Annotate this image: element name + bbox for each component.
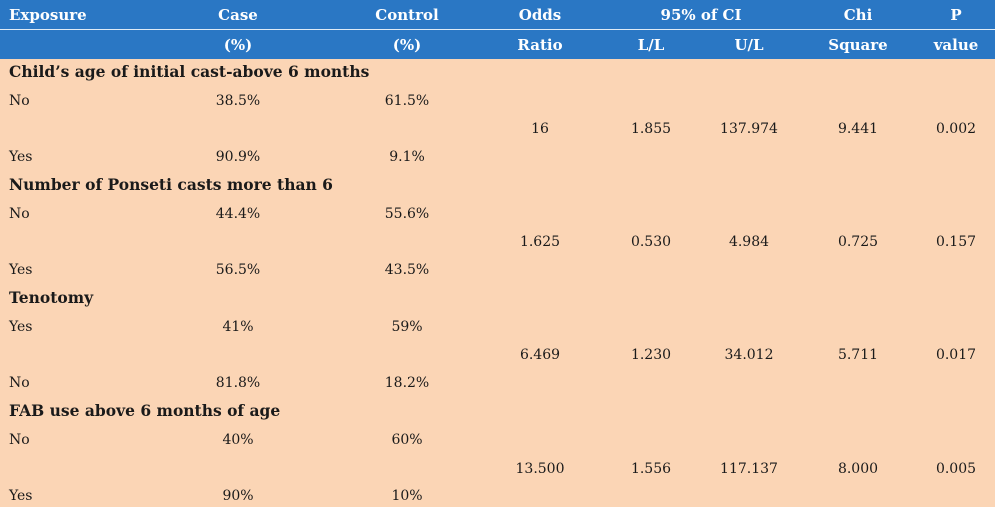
header-case: Case bbox=[218, 6, 258, 24]
p-value: 0.017 bbox=[935, 347, 977, 363]
row-label: Yes bbox=[9, 149, 33, 165]
chi-square-value: 5.711 bbox=[837, 347, 879, 363]
header-control: Control bbox=[375, 6, 439, 24]
header-control-unit: (%) bbox=[392, 36, 422, 54]
odds-ratio-value: 13.500 bbox=[515, 461, 565, 477]
row-label: Yes bbox=[9, 319, 33, 335]
row-label: Yes bbox=[9, 488, 33, 504]
odds-ratio-value: 16 bbox=[531, 121, 549, 137]
p-value: 0.002 bbox=[935, 121, 977, 137]
control-value: 55.6% bbox=[384, 206, 430, 222]
lower-limit-value: 1.230 bbox=[630, 347, 672, 363]
lower-limit-value: 1.855 bbox=[630, 121, 672, 137]
header-odds: Odds bbox=[518, 6, 562, 24]
control-value: 43.5% bbox=[384, 262, 430, 278]
lower-limit-value: 0.530 bbox=[630, 234, 672, 250]
header-ci: 95% of CI bbox=[660, 6, 742, 24]
upper-limit-value: 34.012 bbox=[724, 347, 774, 363]
header-p-value: value bbox=[933, 36, 979, 54]
p-value: 0.157 bbox=[935, 234, 977, 250]
control-value: 60% bbox=[391, 432, 423, 448]
case-value: 90% bbox=[222, 488, 254, 504]
control-value: 59% bbox=[391, 319, 423, 335]
row-label: No bbox=[9, 432, 30, 448]
header-chi: Chi bbox=[843, 6, 873, 24]
upper-limit-value: 4.984 bbox=[728, 234, 770, 250]
row-label: No bbox=[9, 375, 30, 391]
upper-limit-value: 117.137 bbox=[720, 461, 778, 477]
table-header: Exposure Case Control Odds 95% of CI Chi… bbox=[0, 0, 995, 59]
case-value: 40% bbox=[222, 432, 254, 448]
chi-square-value: 0.725 bbox=[837, 234, 879, 250]
header-exposure: Exposure bbox=[9, 6, 87, 24]
control-value: 9.1% bbox=[389, 149, 425, 165]
row-label: Yes bbox=[9, 262, 33, 278]
header-p: P bbox=[950, 6, 962, 24]
header-odds-ratio: Ratio bbox=[517, 36, 563, 54]
header-chi-square: Square bbox=[828, 36, 888, 54]
group-title: Number of Ponseti casts more than 6 bbox=[9, 175, 333, 194]
control-value: 61.5% bbox=[384, 93, 430, 109]
group-title: Child’s age of initial cast-above 6 mont… bbox=[9, 62, 370, 81]
case-value: 56.5% bbox=[215, 262, 261, 278]
case-value: 41% bbox=[222, 319, 254, 335]
control-value: 10% bbox=[391, 488, 423, 504]
row-label: No bbox=[9, 93, 30, 109]
header-case-unit: (%) bbox=[223, 36, 253, 54]
group-title: Tenotomy bbox=[9, 288, 94, 307]
case-value: 90.9% bbox=[215, 149, 261, 165]
case-value: 38.5% bbox=[215, 93, 261, 109]
odds-ratio-value: 1.625 bbox=[519, 234, 561, 250]
upper-limit-value: 137.974 bbox=[720, 121, 778, 137]
p-value: 0.005 bbox=[935, 461, 977, 477]
header-divider bbox=[0, 29, 995, 30]
header-lower-limit: L/L bbox=[637, 36, 665, 54]
chi-square-value: 8.000 bbox=[837, 461, 879, 477]
control-value: 18.2% bbox=[384, 375, 430, 391]
case-value: 81.8% bbox=[215, 375, 261, 391]
group-title: FAB use above 6 months of age bbox=[9, 401, 281, 420]
header-upper-limit: U/L bbox=[734, 36, 764, 54]
row-label: No bbox=[9, 206, 30, 222]
chi-square-value: 9.441 bbox=[837, 121, 879, 137]
case-value: 44.4% bbox=[215, 206, 261, 222]
odds-ratio-value: 6.469 bbox=[519, 347, 561, 363]
lower-limit-value: 1.556 bbox=[630, 461, 672, 477]
